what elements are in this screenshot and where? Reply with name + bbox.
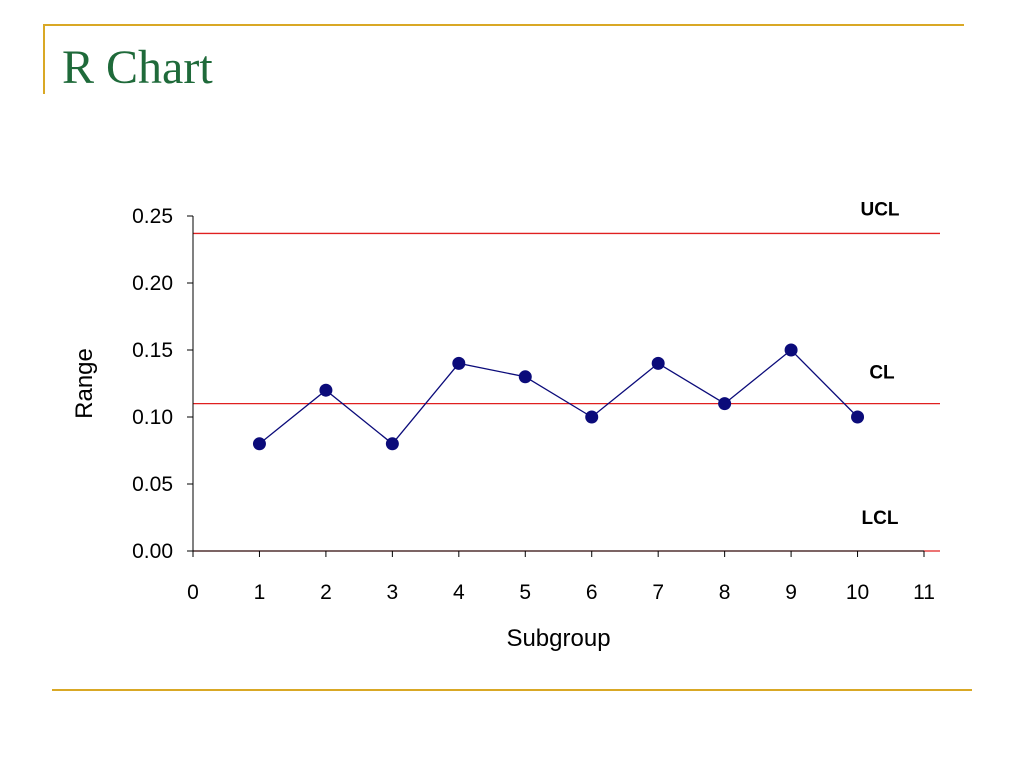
data-point-4 xyxy=(452,356,466,370)
data-point-8 xyxy=(718,397,732,411)
control-limit-lines xyxy=(193,232,940,552)
data-series xyxy=(252,343,865,451)
limit-label-lcl: LCL xyxy=(862,508,899,529)
data-point-7 xyxy=(651,356,665,370)
frame-top-rule xyxy=(43,24,964,26)
data-point-1 xyxy=(252,437,266,451)
x-tick-label: 1 xyxy=(254,581,266,604)
x-tick-label: 2 xyxy=(320,581,332,604)
x-tick-label: 6 xyxy=(586,581,598,604)
data-point-2 xyxy=(319,383,333,397)
chart-axes xyxy=(187,215,925,557)
x-tick-label: 5 xyxy=(519,581,531,604)
y-axis-title: Range xyxy=(71,348,98,419)
slide-title: R Chart xyxy=(62,41,213,94)
x-axis-title: Subgroup xyxy=(506,625,610,652)
y-tick-label: 0.05 xyxy=(132,473,173,496)
x-tick-label: 3 xyxy=(387,581,399,604)
data-point-10 xyxy=(851,410,865,424)
frame-bottom-rule xyxy=(52,689,972,691)
data-point-9 xyxy=(784,343,798,357)
limit-label-cl: CL xyxy=(869,363,895,384)
y-tick-label: 0.25 xyxy=(132,205,173,228)
y-tick-label: 0.10 xyxy=(132,406,173,429)
series-line xyxy=(259,349,859,445)
x-tick-label: 10 xyxy=(846,581,869,604)
x-tick-label: 9 xyxy=(785,581,797,604)
x-tick-label: 7 xyxy=(652,581,664,604)
x-tick-label: 11 xyxy=(913,581,935,604)
y-tick-label: 0.00 xyxy=(132,540,173,563)
frame-left-rule xyxy=(43,24,45,94)
x-tick-label: 8 xyxy=(719,581,731,604)
y-tick-label: 0.20 xyxy=(132,272,173,295)
limit-label-ucl: UCL xyxy=(860,199,899,220)
data-point-5 xyxy=(518,370,532,384)
data-point-3 xyxy=(385,437,399,451)
x-tick-label: 0 xyxy=(187,581,199,604)
chart-labels: UCL CL LCL 0.00 0.05 0.10 0.15 0.20 0.25 0 1 2 3 4 5 6 7… xyxy=(71,199,935,652)
data-point-6 xyxy=(585,410,599,424)
y-tick-label: 0.15 xyxy=(132,339,173,362)
x-tick-label: 4 xyxy=(453,581,465,604)
